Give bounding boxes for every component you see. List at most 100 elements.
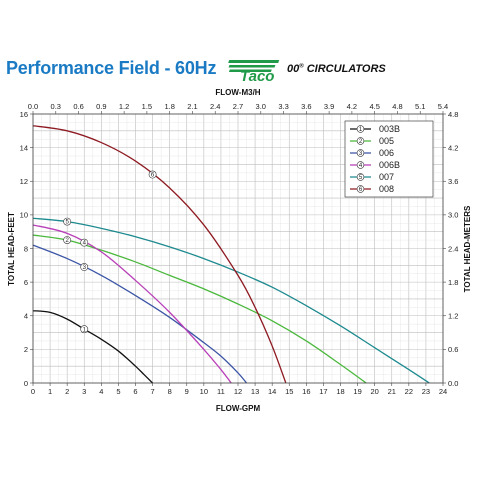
chart-markers: 1 2 3 4 5 6 [63, 170, 157, 334]
y2-tick-label: 3.6 [448, 177, 458, 186]
y-tick-label: 4 [24, 312, 28, 321]
x-tick-label: 13 [251, 387, 259, 396]
x-tick-label: 4 [99, 387, 103, 396]
curve-marker-number: 1 [83, 327, 87, 333]
x-tick-label: 0 [31, 387, 35, 396]
x-tick-label: 3 [82, 387, 86, 396]
legend-marker-circle [356, 137, 365, 145]
x2-tick-label: 4.2 [347, 102, 357, 111]
y-tick-label: 8 [24, 244, 28, 253]
legend-marker-circle [356, 125, 365, 133]
y2-tick-label: 0.6 [448, 345, 458, 354]
x2-tick-label: 0.9 [96, 102, 106, 111]
y-tick-label: 0 [24, 379, 28, 388]
curve-marker-circle [148, 170, 157, 179]
x-tick-label: 21 [388, 387, 396, 396]
x2-tick-label: 2.7 [233, 102, 243, 111]
chart-header: Performance Field - 60Hz Taco 00® CIRCUL… [0, 58, 480, 88]
legend-marker-circle [356, 173, 365, 181]
x-tick-label: 18 [336, 387, 344, 396]
legend-marker-circle [356, 161, 365, 169]
curve-005 [32, 234, 367, 384]
brand-subtitle: 00® CIRCULATORS [287, 63, 386, 75]
y-tick-label: 2 [24, 345, 28, 354]
curve-marker-number: 5 [65, 220, 69, 226]
x2-tick-label: 2.4 [210, 102, 220, 111]
curve-marker-number: 2 [65, 238, 69, 244]
curve-marker-005: 2 [63, 236, 72, 244]
y-tick-label: 16 [20, 110, 28, 119]
y2-tick-label: 0.0 [448, 379, 458, 388]
curve-marker-circle [80, 325, 89, 334]
curve-marker-circle [80, 238, 89, 247]
x-tick-label: 22 [405, 387, 413, 396]
x2-axis-title-group: FLOW-M3/H [215, 88, 260, 97]
curve-marker-number: 3 [83, 265, 87, 271]
curve-003B [32, 310, 154, 384]
curve-marker-circle [80, 263, 89, 271]
x-tick-label: 10 [200, 387, 208, 396]
legend-label: 007 [379, 172, 394, 182]
x2-tick-label: 3.3 [278, 102, 288, 111]
legend-marker-number: 6 [359, 187, 363, 193]
legend-entry-005: 2 005 [350, 136, 394, 146]
legend-marker-circle [356, 185, 365, 193]
y-tick-label: 12 [20, 177, 28, 186]
x2-tick-label: 0.6 [73, 102, 83, 111]
legend-marker-circle [356, 149, 365, 157]
curve-006B [32, 224, 232, 384]
chart-title: Performance Field - 60Hz [6, 58, 217, 78]
taco-logo-text: Taco [240, 68, 274, 84]
curve-marker-008: 6 [148, 170, 157, 179]
x2-tick-label: 3.6 [301, 102, 311, 111]
legend-entry-007: 5 007 [350, 172, 394, 182]
curve-marker-003B: 1 [80, 325, 89, 334]
legend-label: 003B [379, 124, 400, 134]
plot-frame [32, 113, 444, 384]
x2-tick-label: 1.8 [164, 102, 174, 111]
x-tick-label: 6 [133, 387, 137, 396]
y2-tick-label: 3.0 [448, 211, 458, 220]
curve-008 [32, 125, 287, 384]
x2-tick-label: 0.3 [51, 102, 61, 111]
x-tick-label: 7 [150, 387, 154, 396]
x-tick-label: 16 [302, 387, 310, 396]
x2-tick-label: 2.1 [187, 102, 197, 111]
curve-marker-number: 6 [151, 173, 155, 179]
legend-label: 005 [379, 136, 394, 146]
x2-tick-label: 3.9 [324, 102, 334, 111]
x-tick-label: 11 [217, 387, 225, 396]
x-tick-label: 17 [319, 387, 327, 396]
x2-axis-title: FLOW-M3/H [215, 88, 260, 97]
y2-axis-title: TOTAL HEAD-METERS [463, 205, 472, 292]
x-tick-label: 5 [116, 387, 120, 396]
legend-label: 008 [379, 184, 394, 194]
curve-marker-circle [63, 236, 72, 244]
legend-marker-number: 3 [359, 151, 363, 157]
x-tick-label: 2 [65, 387, 69, 396]
legend-marker-number: 5 [359, 175, 363, 181]
x-tick-label: 24 [439, 387, 447, 396]
taco-logo-mark: Taco [228, 60, 280, 84]
x-tick-label: 12 [234, 387, 242, 396]
y-tick-label: 10 [20, 211, 28, 220]
legend-marker-number: 2 [359, 139, 363, 145]
chart-curves [32, 125, 430, 384]
legend-marker-number: 4 [359, 163, 363, 169]
x-tick-label: 14 [268, 387, 276, 396]
x-tick-label: 8 [168, 387, 172, 396]
legend-marker-number: 1 [359, 127, 363, 133]
x2-tick-label: 4.5 [369, 102, 379, 111]
curve-marker-006: 3 [80, 263, 89, 271]
x2-tick-label: 1.5 [142, 102, 152, 111]
brand-suffix: CIRCULATORS [306, 63, 386, 75]
x-tick-label: 1 [48, 387, 52, 396]
chart-ticks: 0 1 2 3 4 5 6 7 8 9 10 11 12 13 14 15 16 17 18 19 20 21 22 23 24… [20, 102, 459, 396]
curve-marker-number: 4 [83, 241, 87, 247]
taco-logo: Taco [228, 60, 280, 84]
brand-series: 00 [287, 63, 300, 75]
curve-marker-circle [63, 217, 72, 226]
x2-tick-label: 4.8 [392, 102, 402, 111]
y-tick-label: 14 [20, 143, 28, 152]
